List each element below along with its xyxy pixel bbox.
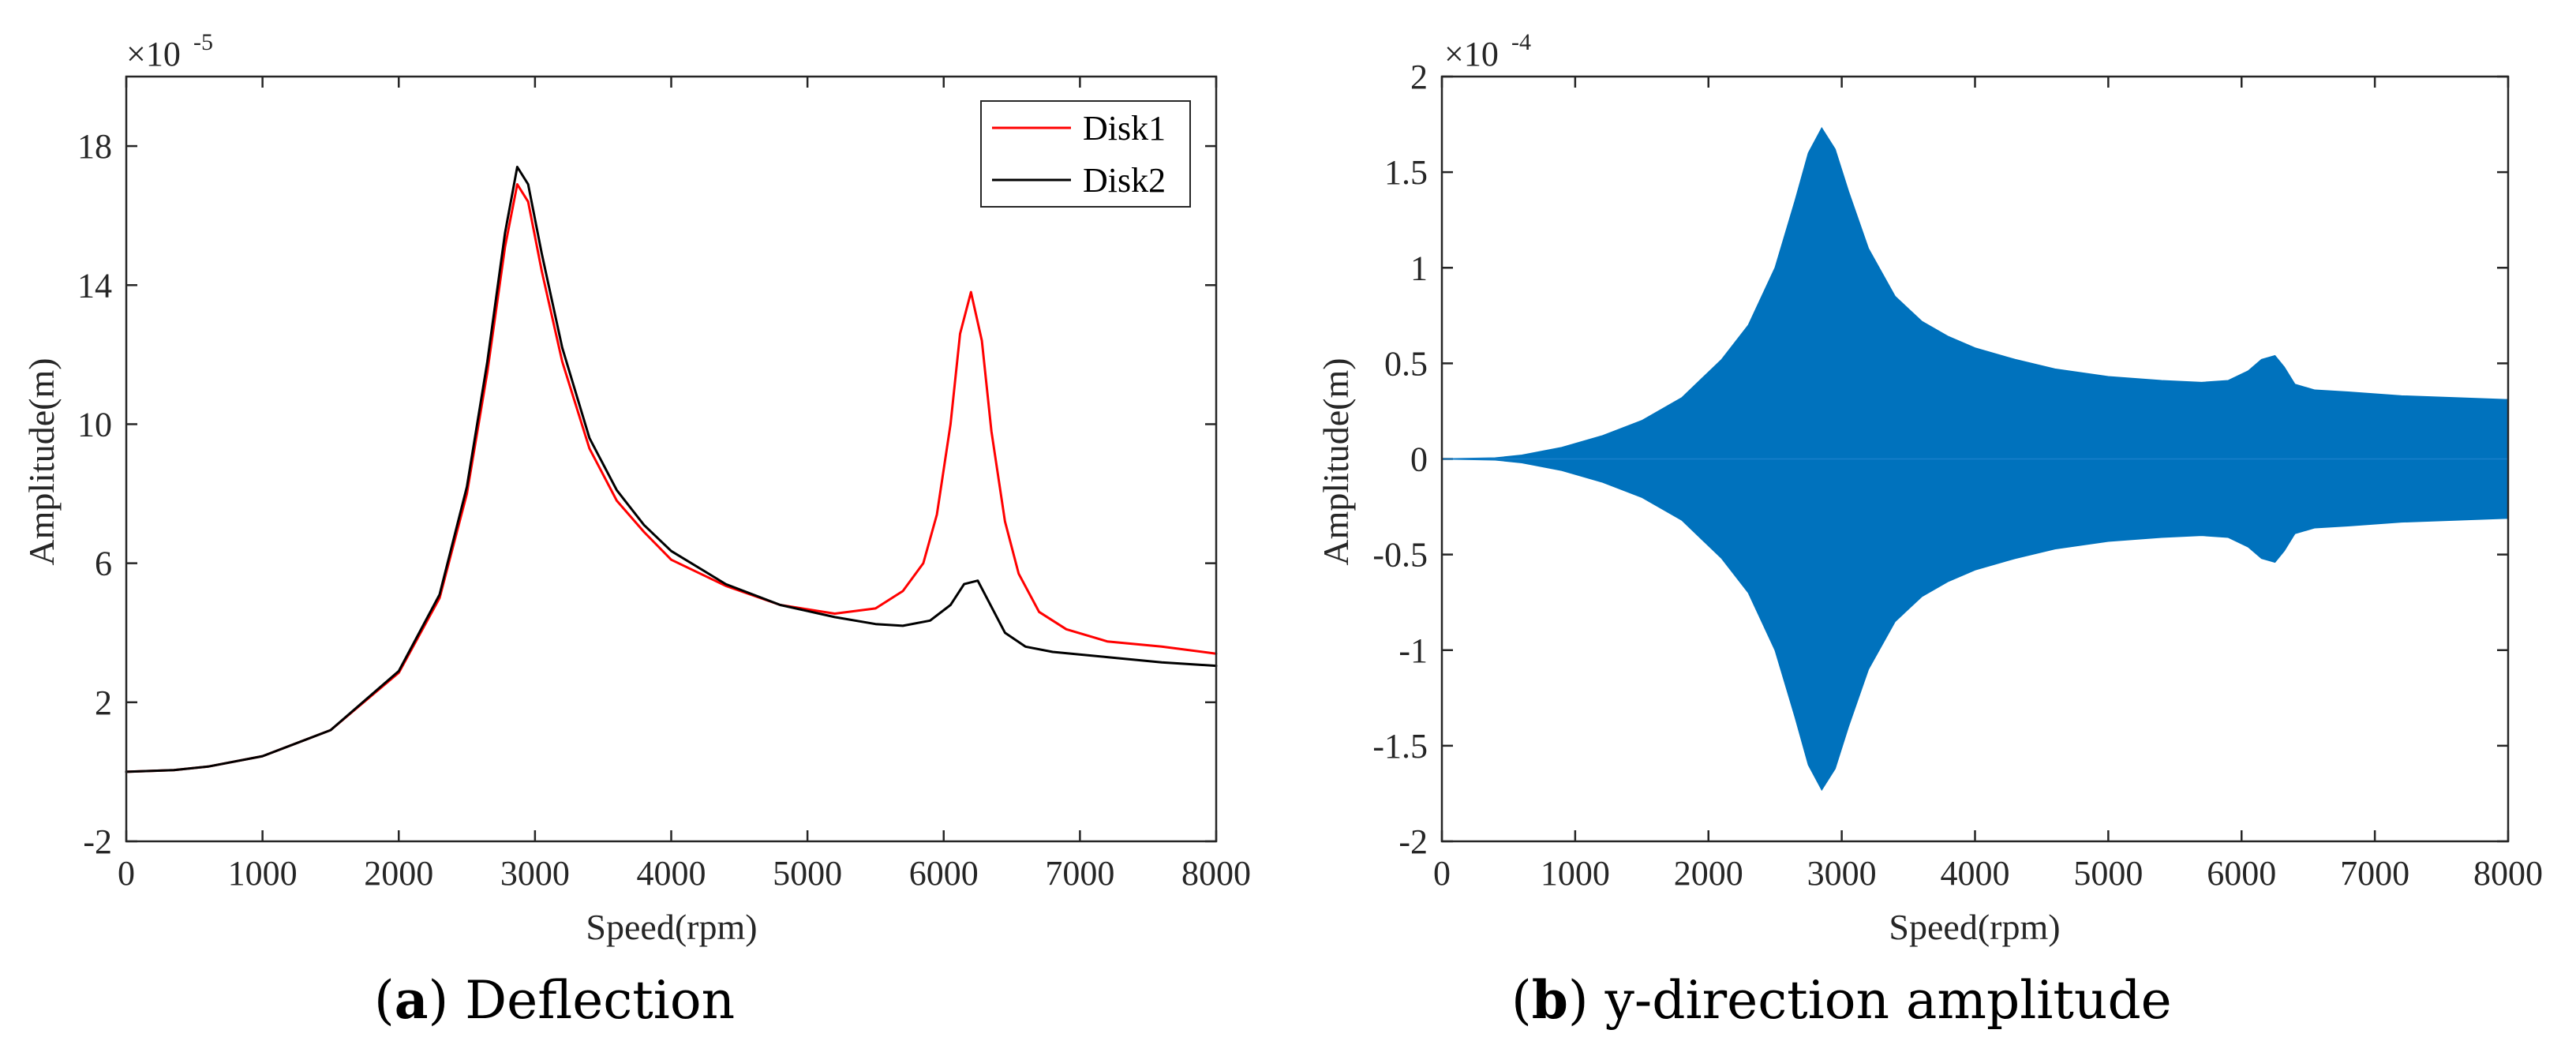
series-a (125, 166, 1218, 773)
legend-a: Disk1 Disk2 (980, 100, 1191, 208)
x-tick-label-b-1000: 1000 (1541, 854, 1610, 893)
series-line-disk2 (125, 166, 1218, 773)
caption-letter-b: b (1532, 969, 1568, 1031)
plot-frame-a (125, 75, 1218, 843)
legend-label-disk2: Disk2 (1083, 161, 1166, 200)
x-tick-label-a-7000: 7000 (1045, 854, 1114, 893)
y-tick-label-b--2: -2 (1398, 822, 1428, 861)
x-tick-label-b-7000: 7000 (2340, 854, 2409, 893)
series-line-disk1 (125, 183, 1218, 773)
y-tick-label-a-10: 10 (77, 405, 112, 444)
x-tick-label-a-5000: 5000 (773, 854, 842, 893)
x-tick-label-b-8000: 8000 (2473, 854, 2543, 893)
legend-label-disk1: Disk1 (1083, 109, 1166, 148)
y-axis-label-a: Amplitude(m) (21, 358, 62, 565)
y-exponent-power-a: -5 (193, 29, 213, 55)
y-tick-label-b-1: 1 (1410, 249, 1428, 287)
y-tick-label-a-2: 2 (95, 683, 112, 722)
x-tick-label-a-4000: 4000 (637, 854, 706, 893)
y-tick-label-b-0.5: 0.5 (1384, 344, 1428, 383)
x-tick-label-b-3000: 3000 (1807, 854, 1877, 893)
y-tick-label-b-0: 0 (1410, 440, 1428, 479)
caption-b: (b) y-direction amplitude (1511, 969, 2172, 1031)
caption-letter-a: a (395, 969, 429, 1031)
x-tick-label-b-0: 0 (1433, 854, 1451, 893)
x-tick-label-a-6000: 6000 (909, 854, 979, 893)
caption-a: (a) Deflection (374, 969, 735, 1031)
y-exponent-a: ×10 -5 (126, 29, 213, 73)
y-tick-label-b--0.5: -0.5 (1372, 536, 1428, 575)
x-tick-label-b-2000: 2000 (1674, 854, 1743, 893)
y-tick-label-a--2: -2 (83, 822, 112, 861)
legend-box-a (980, 100, 1191, 208)
x-tick-label-a-0: 0 (118, 854, 135, 893)
y-exponent-power-b: -4 (1511, 29, 1531, 55)
caption-text-b: y-direction amplitude (1604, 970, 2172, 1031)
y-exponent-base-a: ×10 (126, 35, 181, 73)
panel-a-deflection: 0 1000 2000 3000 4000 5000 6000 7000 8000 -2 2 6 10 1… (21, 29, 1251, 1031)
caption-text-a: Deflection (465, 970, 735, 1031)
x-axis-label-a: Speed(rpm) (586, 907, 757, 947)
y-tick-label-b--1.5: -1.5 (1372, 727, 1428, 766)
y-tick-label-b-2: 2 (1410, 58, 1428, 96)
x-tick-label-b-5000: 5000 (2073, 854, 2143, 893)
y-exponent-b: ×10 -4 (1444, 29, 1531, 73)
ticks-a: 0 1000 2000 3000 4000 5000 6000 7000 8000 -2 2 6 10 1… (77, 77, 1251, 893)
x-tick-label-a-1000: 1000 (228, 854, 298, 893)
x-tick-label-b-6000: 6000 (2207, 854, 2276, 893)
x-tick-label-b-4000: 4000 (1941, 854, 2010, 893)
x-tick-label-a-8000: 8000 (1181, 854, 1251, 893)
x-axis-label-b: Speed(rpm) (1889, 907, 2060, 947)
y-tick-label-a-14: 14 (77, 266, 112, 305)
y-tick-label-a-18: 18 (77, 127, 112, 166)
x-tick-label-a-2000: 2000 (364, 854, 433, 893)
x-tick-label-a-3000: 3000 (500, 854, 570, 893)
ticks-b: 0 1000 2000 3000 4000 5000 6000 7000 8000 -2 -1.5 -… (1372, 58, 2543, 893)
y-tick-label-a-6: 6 (95, 545, 112, 583)
plot-frame-b (1440, 75, 2510, 843)
y-tick-label-b-1.5: 1.5 (1384, 153, 1428, 192)
panel-b-y-direction-amplitude: 0 1000 2000 3000 4000 5000 6000 7000 8000 -2 -1.5 -… (1316, 29, 2543, 1031)
y-axis-label-b: Amplitude(m) (1316, 358, 1356, 565)
y-exponent-base-b: ×10 (1444, 35, 1499, 73)
y-tick-label-b--1: -1 (1398, 631, 1428, 670)
